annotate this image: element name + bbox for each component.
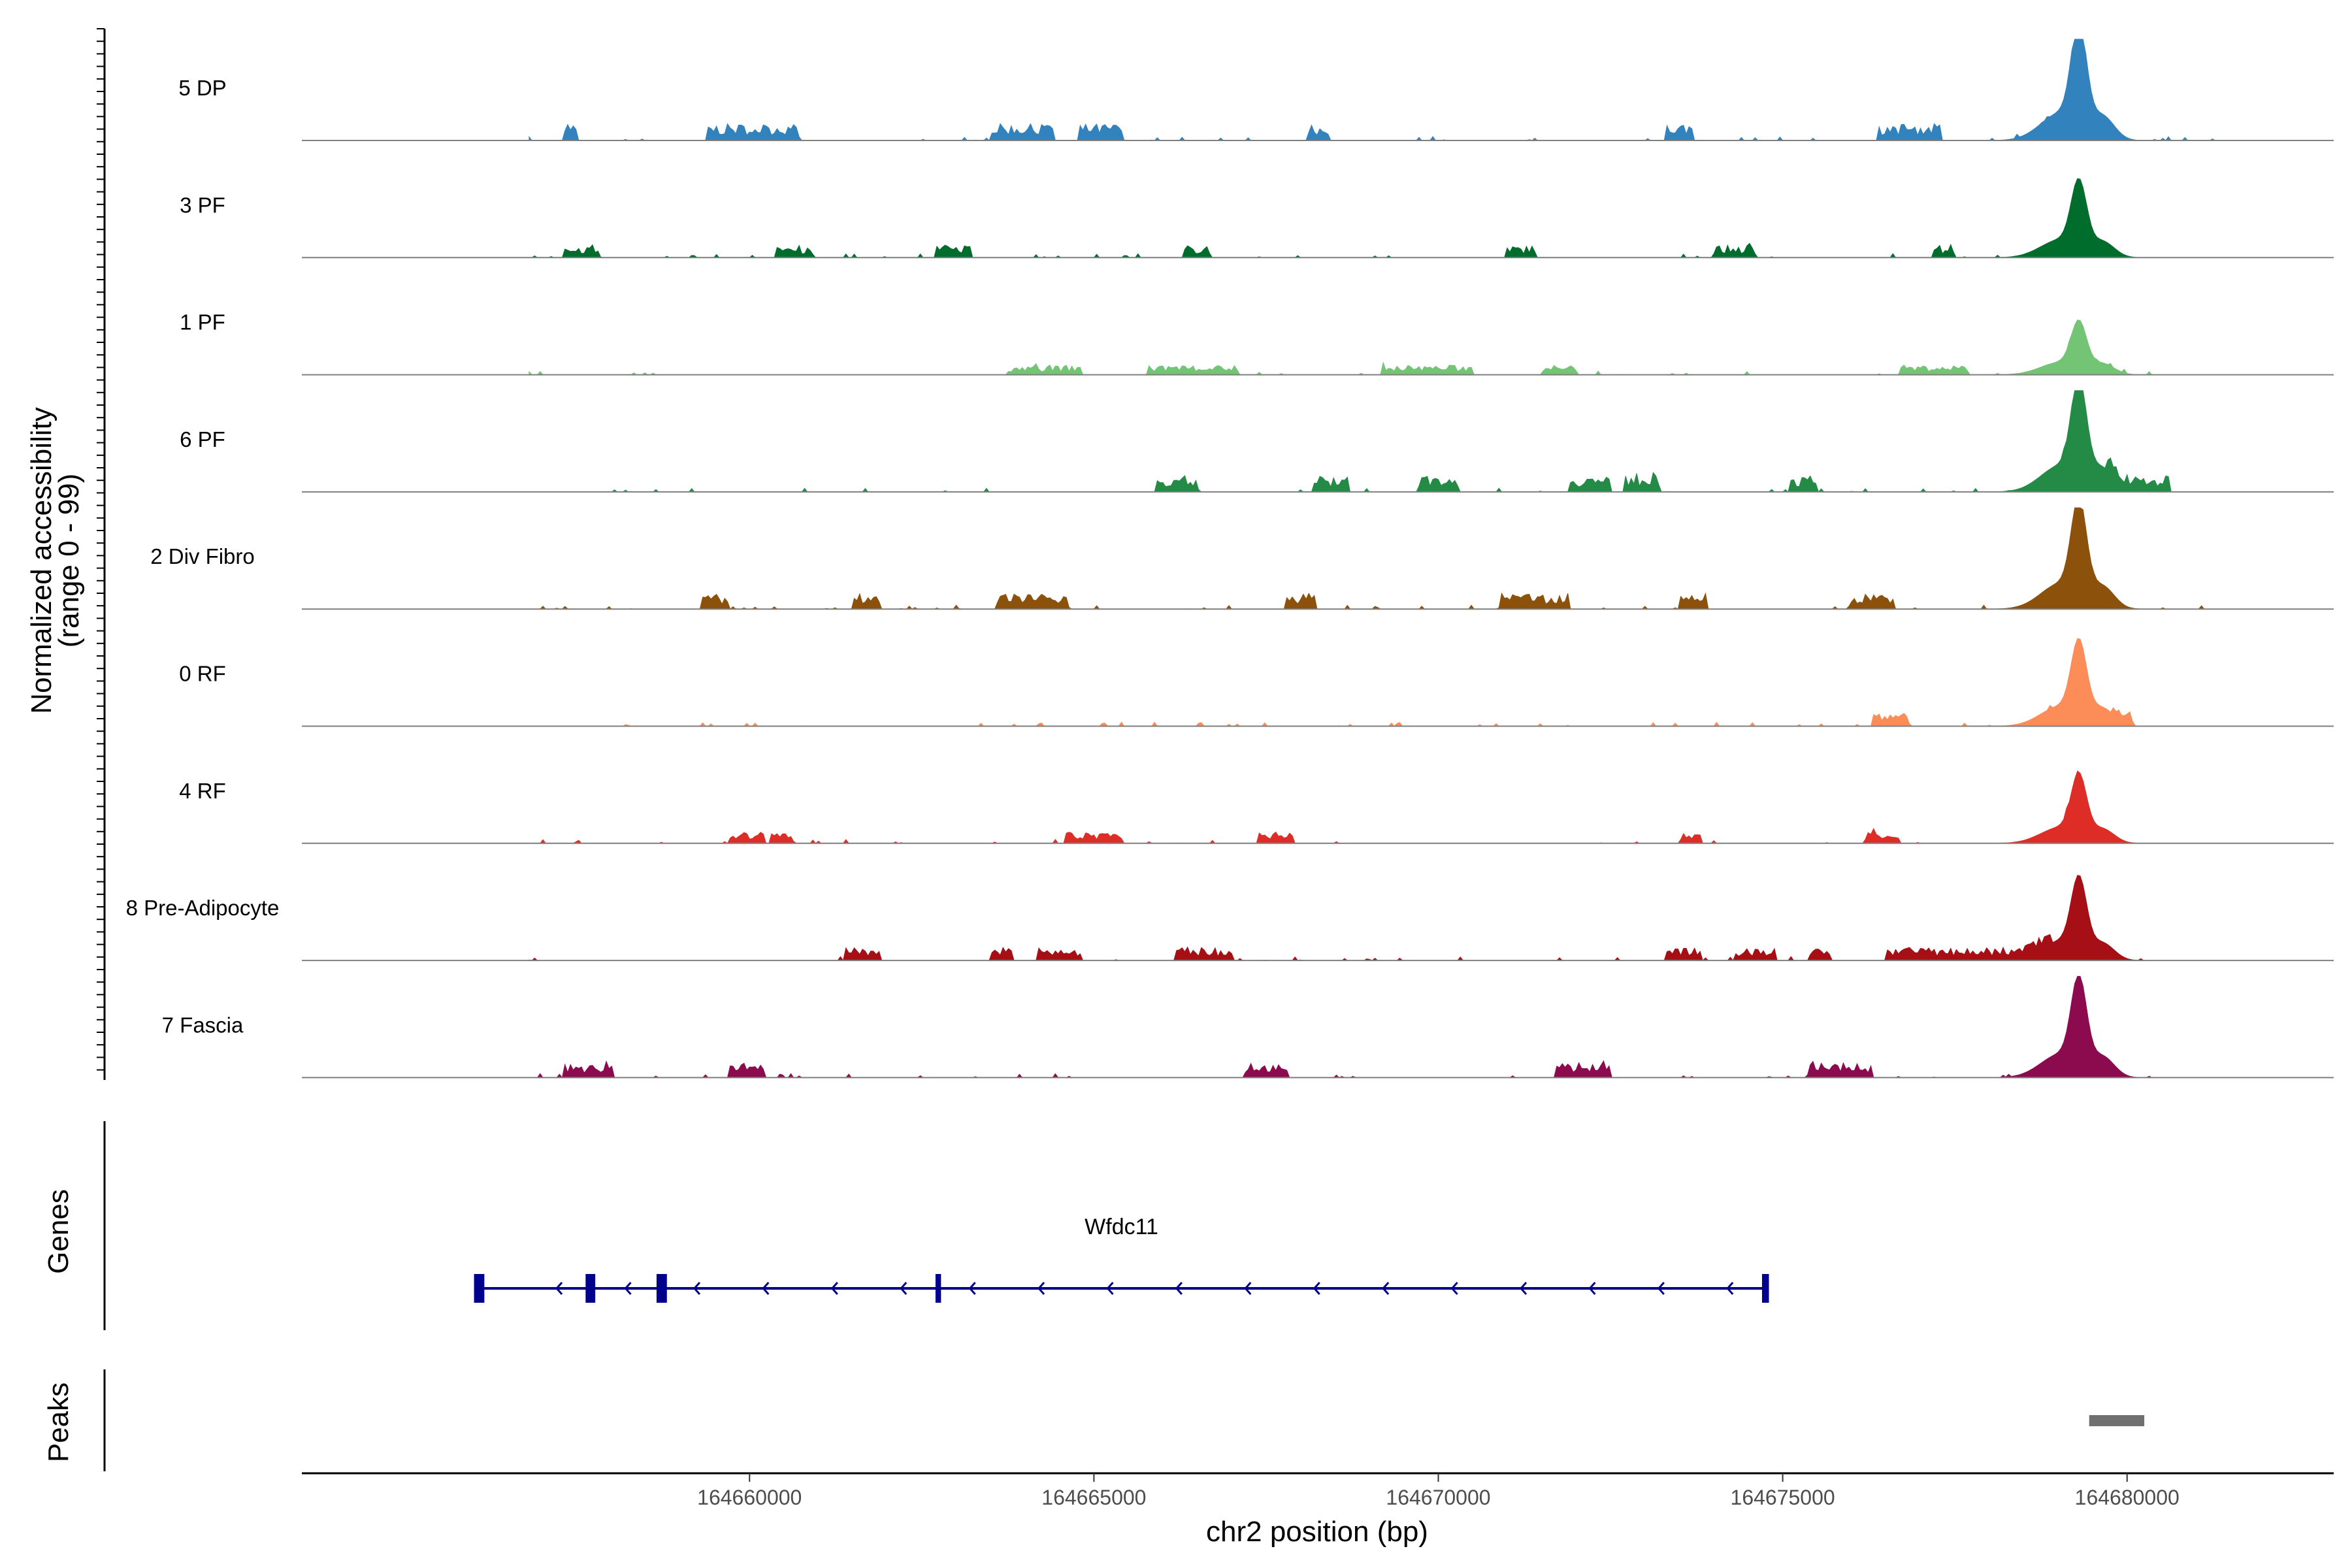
- strand-arrow: [1106, 1282, 1114, 1295]
- coverage-tracks: 5 DP 3 PF 1 PF 6 PF 2 Div Fibro 0 RF 4 RF 8 Pre…: [126, 39, 2334, 1079]
- strand-arrow: [693, 1282, 701, 1295]
- strand-arrow: [1519, 1282, 1527, 1295]
- strand-arrow: [1037, 1282, 1045, 1295]
- strand-arrow: [1657, 1282, 1665, 1295]
- track-7-fascia: 7 Fascia: [162, 975, 2334, 1079]
- track-label: 0 RF: [179, 662, 226, 686]
- track-2-div-fibro: 2 Div Fibro: [150, 507, 2334, 610]
- gene-exon: [656, 1274, 667, 1303]
- gene-name-label: Wfdc11: [1085, 1215, 1158, 1239]
- x-tick-label: 164660000: [697, 1486, 802, 1509]
- strand-arrow: [1313, 1282, 1320, 1295]
- track-5-dp: 5 DP: [178, 39, 2334, 141]
- strand-arrow: [900, 1282, 907, 1295]
- left-axes: [97, 28, 106, 1471]
- track-label: 3 PF: [180, 193, 225, 217]
- gene-exon: [1761, 1274, 1769, 1303]
- gene-exon: [585, 1274, 596, 1303]
- strand-arrow: [555, 1282, 563, 1295]
- track-8-pre-adipocyte: 8 Pre-Adipocyte: [126, 875, 2334, 962]
- genes-panel-label: Genes: [42, 1189, 74, 1274]
- coverage-area: [529, 507, 2217, 610]
- coverage-area: [529, 178, 2217, 258]
- track-6-pf: 6 PF: [180, 390, 2334, 493]
- gene-track: Wfdc11: [474, 1215, 1769, 1303]
- track-0-rf: 0 RF: [179, 638, 2334, 727]
- x-tick-label: 164675000: [1731, 1486, 1835, 1509]
- x-axis-title: chr2 position (bp): [1206, 1516, 1428, 1548]
- x-tick-label: 164665000: [1041, 1486, 1146, 1509]
- track-label: 1 PF: [180, 310, 225, 335]
- strand-arrow: [1175, 1282, 1183, 1295]
- coverage-area: [529, 770, 2217, 844]
- y-axis-title: Normalized accessibility: [25, 407, 57, 713]
- track-label: 6 PF: [180, 427, 225, 451]
- gene-exon: [474, 1274, 485, 1303]
- x-axis: 164660000 164665000 164670000 164675000 1646…: [302, 1472, 2334, 1509]
- strand-arrow: [762, 1282, 770, 1295]
- track-label: 7 Fascia: [162, 1013, 244, 1037]
- track-label: 5 DP: [178, 76, 226, 100]
- coverage-area: [529, 638, 2217, 727]
- coverage-area: [529, 319, 2217, 376]
- x-tick-label: 164680000: [2075, 1486, 2180, 1509]
- peak-region: [2089, 1415, 2145, 1426]
- strand-arrow: [1244, 1282, 1252, 1295]
- coverage-area: [529, 390, 2217, 493]
- gene-exon: [935, 1274, 941, 1303]
- strand-arrow: [1450, 1282, 1458, 1295]
- track-label: 8 Pre-Adipocyte: [126, 896, 280, 920]
- strand-arrow: [1726, 1282, 1734, 1295]
- track-4-rf: 4 RF: [179, 770, 2334, 844]
- coverage-area: [529, 39, 2217, 141]
- coverage-area: [529, 975, 2217, 1079]
- strand-arrow: [624, 1282, 632, 1295]
- track-label: 4 RF: [179, 779, 226, 803]
- strand-arrow: [1588, 1282, 1596, 1295]
- track-1-pf: 1 PF: [180, 310, 2334, 376]
- strand-arrow: [830, 1282, 838, 1295]
- strand-arrow: [968, 1282, 976, 1295]
- strand-arrow: [1382, 1282, 1390, 1295]
- y-axis-range-label: (range 0 - 99): [53, 474, 85, 648]
- peaks-panel-label: Peaks: [42, 1382, 74, 1462]
- x-tick-label: 164670000: [1386, 1486, 1490, 1509]
- track-3-pf: 3 PF: [180, 178, 2334, 259]
- peak-track: [2089, 1415, 2145, 1426]
- track-label: 2 Div Fibro: [150, 544, 255, 568]
- coverage-area: [529, 875, 2217, 962]
